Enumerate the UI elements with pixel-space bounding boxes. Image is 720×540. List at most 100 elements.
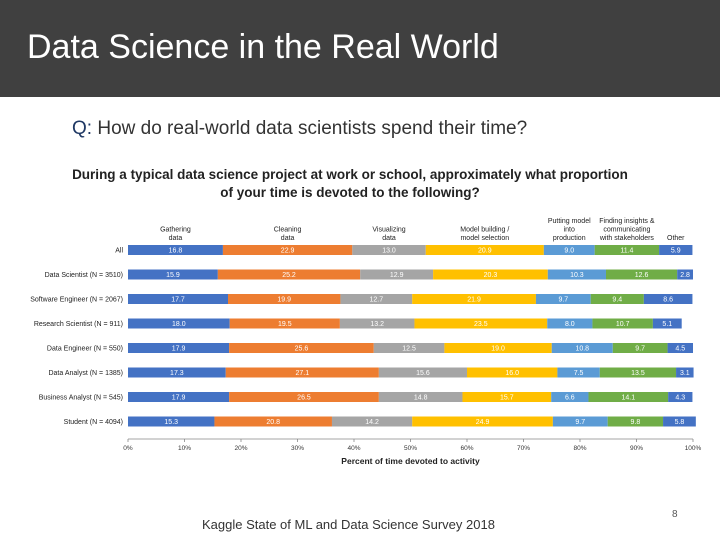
data-label: 15.9 — [166, 272, 180, 279]
data-label: 9.8 — [631, 419, 641, 426]
series-label-line: Cleaning — [274, 227, 302, 234]
series-label-line: Putting model — [548, 218, 591, 225]
category-label: Data Scientist (N = 3510) — [45, 272, 123, 279]
category-label: Business Analyst (N = 545) — [39, 395, 123, 402]
question: Q: How do real-world data scientists spe… — [72, 118, 527, 140]
bar-segment — [412, 294, 536, 304]
bar-segment — [551, 343, 613, 353]
x-tick-label: 90% — [630, 445, 643, 452]
data-label: 14.2 — [365, 419, 379, 426]
data-label: 18.0 — [172, 321, 186, 328]
data-label: 17.3 — [170, 370, 184, 377]
data-label: 12.5 — [402, 346, 416, 353]
data-label: 19.9 — [277, 297, 291, 304]
series-label: Gathering data — [160, 227, 191, 243]
bar-segment — [612, 343, 668, 353]
bar-segment — [128, 367, 226, 378]
data-label: 20.9 — [478, 248, 492, 255]
bar-segment — [676, 367, 694, 378]
bar-segment — [378, 392, 463, 402]
data-label: 12.7 — [370, 297, 384, 304]
bar-segment — [605, 269, 678, 280]
series-label: Visualizing data — [372, 227, 405, 243]
bar-segment — [663, 416, 696, 427]
series-label-line: Finding insights & — [599, 218, 655, 225]
bar-segment — [552, 416, 608, 427]
data-label: 12.6 — [635, 272, 649, 279]
bar-segment — [414, 318, 548, 329]
data-label: 13.0 — [382, 248, 396, 255]
bar-segment — [543, 245, 595, 255]
data-label: 4.5 — [675, 346, 685, 353]
series-label-line: data — [169, 235, 183, 242]
series-label: Finding insights & communicating with stak… — [599, 218, 655, 242]
data-label: 17.7 — [171, 297, 185, 304]
data-label: 10.3 — [570, 272, 584, 279]
data-label: 16.8 — [169, 248, 183, 255]
bar-segment — [229, 343, 374, 353]
bar-segment — [340, 294, 413, 304]
category-label: Software Engineer (N = 2067) — [30, 297, 123, 304]
x-tick-label: 70% — [517, 445, 530, 452]
page-number: 8 — [672, 509, 678, 520]
chart-title-line-2: of your time is devoted to the following… — [220, 185, 480, 200]
series-label-line: Model building / — [460, 227, 509, 234]
category-label: Data Analyst (N = 1385) — [48, 370, 123, 377]
bar-segment — [128, 245, 223, 255]
bar-segment — [590, 294, 644, 304]
data-label: 25.6 — [295, 346, 309, 353]
category-label: Research Scientist (N = 911) — [34, 321, 123, 328]
x-tick-label: 10% — [178, 445, 191, 452]
data-label: 7.5 — [574, 370, 584, 377]
data-label: 27.1 — [295, 370, 309, 377]
x-tick-label: 100% — [685, 445, 702, 452]
x-axis-label: Percent of time devoted to activity — [341, 456, 480, 466]
data-label: 9.4 — [612, 297, 622, 304]
data-label: 4.3 — [675, 395, 685, 402]
data-label: 26.5 — [297, 395, 311, 402]
slide-title: Data Science in the Real World — [27, 28, 499, 66]
question-text: How do real-world data scientists spend … — [97, 118, 528, 139]
bar-segment — [217, 269, 361, 280]
bar-segment — [547, 318, 593, 329]
bar-segment — [214, 416, 332, 427]
series-label-line: into — [564, 227, 575, 234]
bar-segment — [547, 269, 606, 280]
bar-segment — [607, 416, 664, 427]
data-label: 9.0 — [564, 248, 574, 255]
x-tick-label: 40% — [347, 445, 360, 452]
series-label-line: Gathering — [160, 227, 191, 234]
chart-title: During a typical data science project at… — [40, 166, 660, 202]
bar-segment — [659, 245, 693, 255]
x-tick-label: 20% — [234, 445, 247, 452]
bar-segment — [467, 367, 558, 378]
bar-segment — [222, 245, 353, 255]
bar-segment — [352, 245, 426, 255]
data-label: 22.9 — [281, 248, 295, 255]
data-label: 13.2 — [370, 321, 384, 328]
bar-segment — [425, 245, 544, 255]
x-tick-label: 60% — [460, 445, 473, 452]
data-label: 19.0 — [491, 346, 505, 353]
series-label: Putting model into production — [548, 218, 591, 242]
data-label: 8.6 — [663, 297, 673, 304]
bar-segment — [588, 392, 669, 402]
data-label: 14.8 — [414, 395, 428, 402]
bar-segment — [643, 294, 693, 304]
series-label-line: data — [281, 235, 295, 242]
question-prefix: Q: — [72, 118, 93, 139]
bar-segment — [128, 392, 230, 402]
bar-segment — [373, 343, 445, 353]
data-label: 11.4 — [620, 248, 633, 255]
data-label: 13.5 — [631, 370, 645, 377]
series-label: Model building / model selection — [460, 227, 509, 243]
bar-segment — [229, 392, 379, 402]
bar-segment — [360, 269, 434, 280]
series-label-line: Other — [667, 235, 685, 242]
data-label: 12.9 — [390, 272, 404, 279]
data-label: 25.2 — [282, 272, 296, 279]
bar-segment — [677, 269, 693, 280]
data-label: 6.6 — [565, 395, 575, 402]
chart-title-line-1: During a typical data science project at… — [72, 167, 628, 182]
